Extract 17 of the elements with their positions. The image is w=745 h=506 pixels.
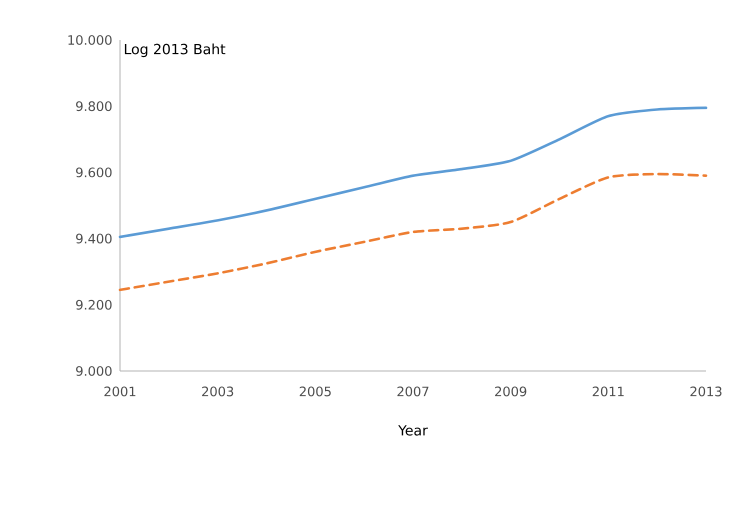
y-tick-label: 9.800 [76,101,112,112]
x-tick-label: 2003 [202,386,234,396]
x-tick-label: 2001 [104,386,136,396]
x-tick-label: 2009 [495,386,526,396]
y-tick-label: 9.600 [76,167,112,178]
y-tick-label: 9.200 [76,300,112,310]
x-tick-label: 2007 [397,386,428,396]
y-tick-label: 9.000 [76,366,112,376]
x-tick-label: 2013 [690,386,722,396]
x-tick-label: 2005 [300,386,331,396]
y-axis-title: Log 2013 Baht [124,44,226,58]
line-series [118,172,708,292]
x-tick-label: 2011 [592,386,624,396]
y-tick-label: 9.400 [76,234,112,244]
x-axis-title: Year [398,425,428,436]
y-tick-label: 10.000 [68,35,112,45]
line-series [118,106,708,238]
